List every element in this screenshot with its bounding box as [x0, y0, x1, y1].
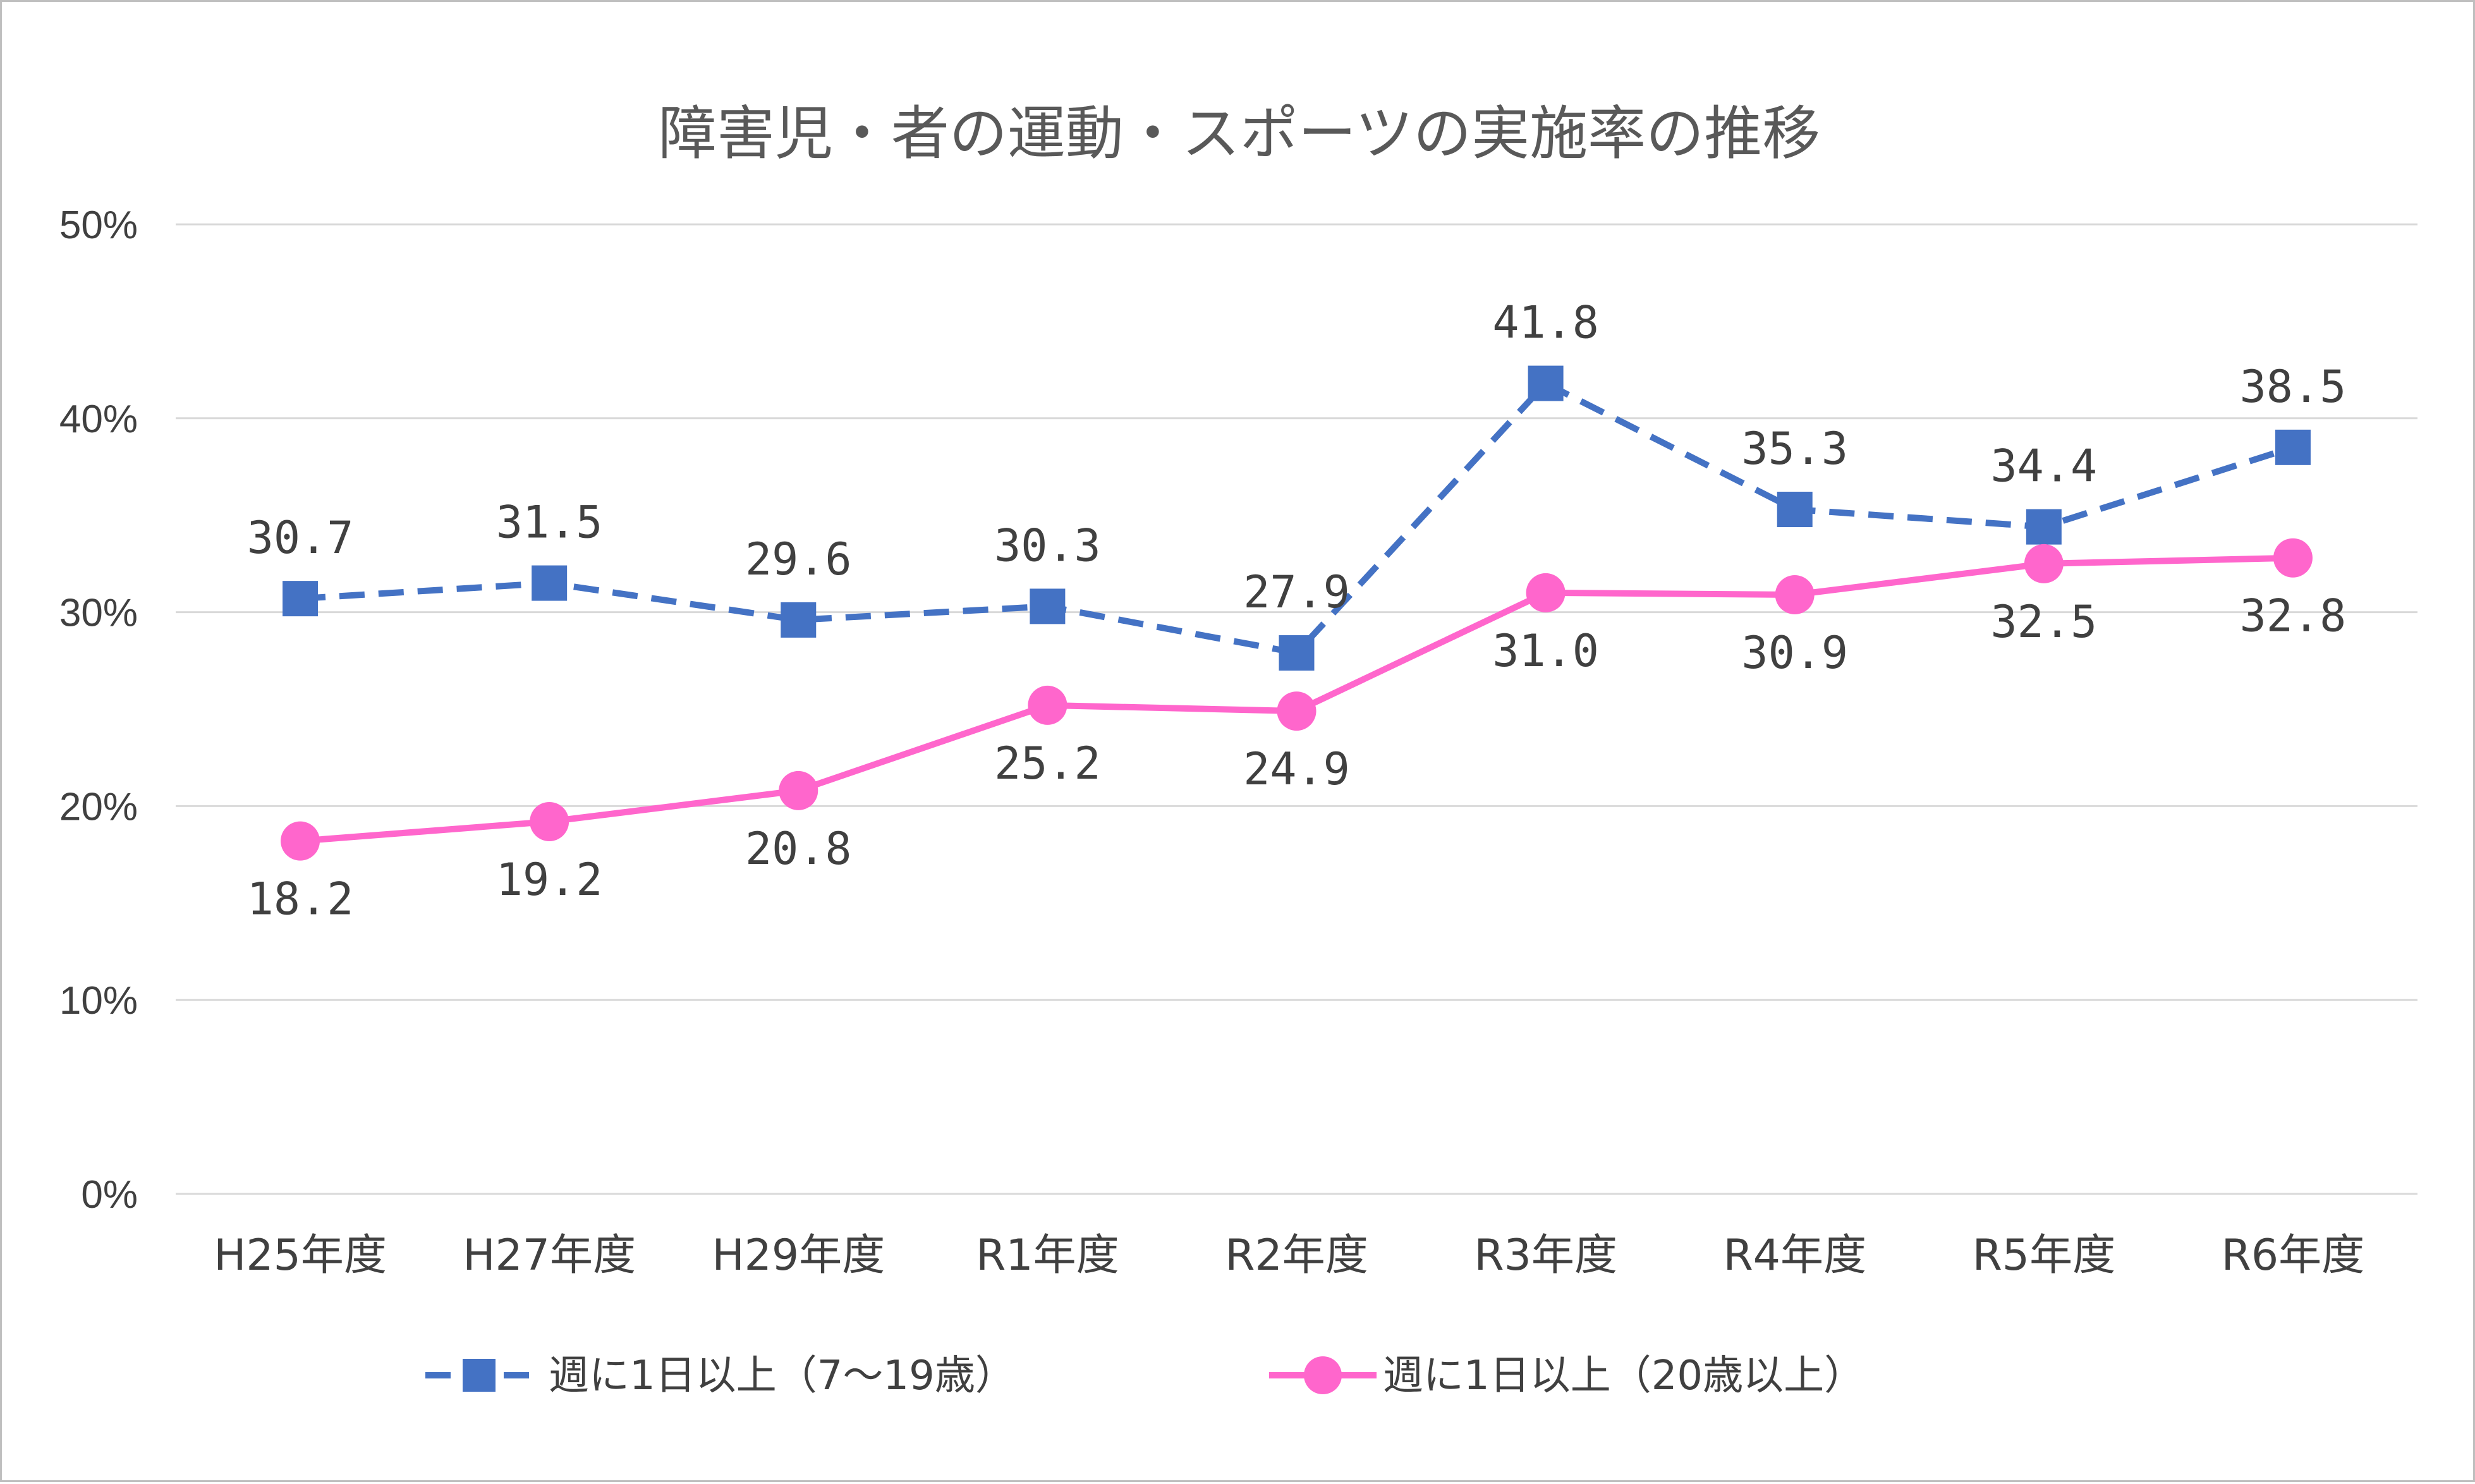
data-label: 19.2 [496, 854, 603, 906]
data-point-square [1030, 588, 1066, 624]
data-label: 32.5 [1991, 596, 2098, 648]
data-label: 35.3 [1741, 423, 1848, 475]
data-point-square [2026, 509, 2062, 545]
data-label: 31.0 [1492, 625, 1599, 677]
x-category-label: R2年度 [1225, 1231, 1368, 1280]
legend-marker-circle [1304, 1356, 1342, 1394]
x-category-label: H29年度 [712, 1231, 885, 1280]
data-point-circle [1277, 691, 1317, 731]
x-category-label: R3年度 [1474, 1231, 1617, 1280]
y-tick-label: 20% [59, 785, 138, 829]
data-label: 38.5 [2240, 361, 2347, 413]
data-point-square [1279, 635, 1315, 671]
data-label: 30.9 [1741, 627, 1848, 679]
x-category-label: R5年度 [1973, 1231, 2116, 1280]
x-category-label: H27年度 [463, 1231, 636, 1280]
data-point-square [2275, 429, 2311, 465]
data-point-square [283, 581, 319, 617]
data-point-circle [281, 821, 320, 861]
data-label: 30.7 [247, 512, 354, 564]
y-tick-label: 0% [81, 1173, 138, 1217]
data-point-square [1777, 491, 1813, 527]
data-point-circle [1028, 685, 1067, 725]
chart-title: 障害児・者の運動・スポーツの実施率の推移 [659, 100, 1820, 167]
y-tick-label: 50% [59, 204, 138, 247]
data-point-square [532, 565, 568, 601]
data-label: 20.8 [745, 823, 852, 875]
data-label: 18.2 [247, 873, 354, 925]
data-label: 29.6 [745, 533, 852, 585]
y-tick-label: 30% [59, 592, 138, 635]
data-label: 30.3 [994, 520, 1101, 571]
x-category-label: R6年度 [2222, 1231, 2365, 1280]
data-point-circle [2273, 538, 2313, 578]
data-point-square [1528, 365, 1564, 401]
x-category-label: R1年度 [976, 1231, 1119, 1280]
series-group: 30.7 31.5 29.6 30.3 27.9 41.8 35.3 34.4 38.5 18.2… [247, 297, 2346, 925]
legend-label-school-age: 週に1日以上（7～19歳） [549, 1353, 1016, 1399]
data-label: 34.4 [1991, 441, 2098, 492]
x-category-label: R4年度 [1723, 1231, 1866, 1280]
y-tick-label: 10% [59, 979, 138, 1023]
data-point-circle [1526, 573, 1566, 612]
data-label: 24.9 [1243, 743, 1350, 795]
data-point-circle [2024, 544, 2064, 583]
legend-marker-square [463, 1359, 496, 1392]
legend: 週に1日以上（7～19歳） 週に1日以上（20歳以上） [425, 1353, 1864, 1399]
data-point-circle [530, 801, 569, 841]
data-label: 41.8 [1492, 297, 1599, 349]
data-label: 32.8 [2240, 590, 2347, 642]
legend-item-adult: 週に1日以上（20歳以上） [1269, 1353, 1864, 1399]
legend-label-adult: 週に1日以上（20歳以上） [1383, 1353, 1864, 1399]
series-1: 18.2 19.2 20.8 25.2 24.9 31.0 30.9 32.5 32.8 [247, 538, 2346, 925]
x-category-label: H25年度 [214, 1231, 387, 1280]
data-point-square [781, 602, 817, 638]
data-label: 25.2 [994, 738, 1101, 789]
legend-item-school-age: 週に1日以上（7～19歳） [425, 1353, 1016, 1399]
y-tick-label: 40% [59, 398, 138, 441]
data-label: 31.5 [496, 497, 603, 549]
data-point-circle [779, 770, 818, 810]
x-axis-categories: H25年度 H27年度 H29年度 R1年度 R2年度 R3年度 R4年度 R5年度 R6年度 [214, 1231, 2364, 1280]
y-axis-ticks: 0% 10% 20% 30% 40% 50% [59, 204, 138, 1217]
data-label: 27.9 [1243, 566, 1350, 618]
series-0: 30.7 31.5 29.6 30.3 27.9 41.8 35.3 34.4 38.5 [247, 297, 2346, 671]
data-point-circle [1775, 575, 1815, 614]
